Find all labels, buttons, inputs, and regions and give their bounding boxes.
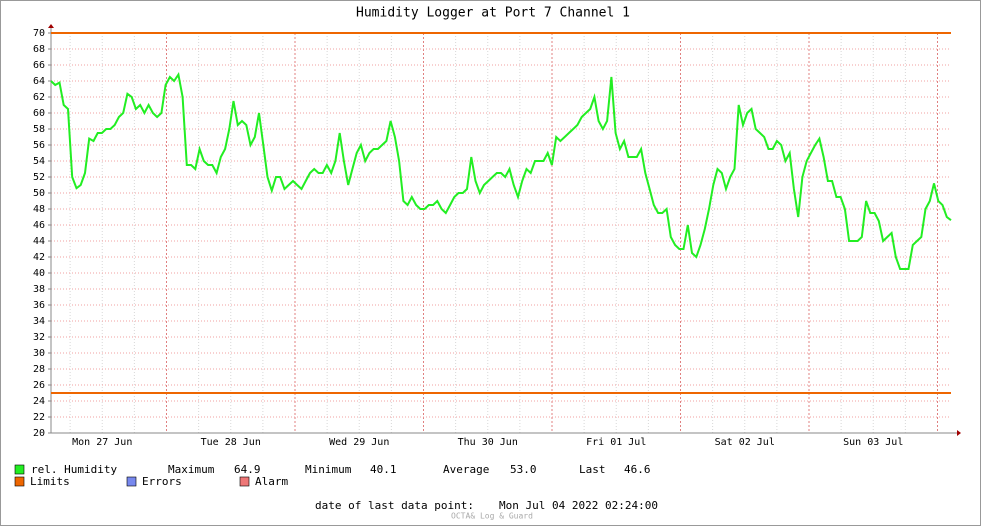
legend-swatch bbox=[14, 476, 25, 487]
stat-name: Maximum bbox=[168, 463, 215, 476]
footer-date: Mon Jul 04 2022 02:24:00 bbox=[499, 499, 658, 512]
x-tick-label: Tue 28 Jun bbox=[201, 437, 261, 448]
y-tick-label: 64 bbox=[33, 76, 45, 87]
legend-swatch bbox=[14, 464, 25, 475]
x-tick-label: Sat 02 Jul bbox=[715, 437, 775, 448]
y-tick-label: 68 bbox=[33, 44, 45, 55]
stat-value: 46.6 bbox=[624, 463, 651, 476]
y-tick-label: 24 bbox=[33, 396, 45, 407]
y-tick-label: 32 bbox=[33, 332, 45, 343]
y-tick-label: 62 bbox=[33, 92, 45, 103]
y-tick-label: 30 bbox=[33, 348, 45, 359]
stat-name: Average bbox=[443, 463, 489, 476]
legend-label: Limits bbox=[30, 475, 70, 488]
y-tick-label: 22 bbox=[33, 412, 45, 423]
x-tick-label: Sun 03 Jul bbox=[843, 437, 903, 448]
y-arrow bbox=[48, 24, 54, 28]
y-tick-label: 52 bbox=[33, 172, 45, 183]
chart-title: Humidity Logger at Port 7 Channel 1 bbox=[356, 6, 630, 21]
x-tick-label: Mon 27 Jun bbox=[72, 437, 132, 448]
y-tick-label: 20 bbox=[33, 428, 45, 439]
y-tick-label: 40 bbox=[33, 268, 45, 279]
y-tick-label: 56 bbox=[33, 140, 45, 151]
y-tick-label: 66 bbox=[33, 60, 45, 71]
x-tick-label: Thu 30 Jun bbox=[458, 437, 518, 448]
y-tick-label: 28 bbox=[33, 364, 45, 375]
stat-name: Minimum bbox=[305, 463, 352, 476]
y-tick-label: 26 bbox=[33, 380, 45, 391]
y-tick-label: 50 bbox=[33, 188, 45, 199]
y-tick-label: 58 bbox=[33, 124, 45, 135]
legend-label: Alarm bbox=[255, 475, 288, 488]
y-tick-label: 44 bbox=[33, 236, 45, 247]
legend-swatch bbox=[126, 476, 137, 487]
y-tick-label: 34 bbox=[33, 316, 45, 327]
y-tick-label: 60 bbox=[33, 108, 45, 119]
footer-label: date of last data point: bbox=[315, 499, 474, 512]
y-tick-label: 42 bbox=[33, 252, 45, 263]
legend-swatch bbox=[239, 476, 250, 487]
stat-value: 53.0 bbox=[510, 463, 537, 476]
y-tick-label: 54 bbox=[33, 156, 45, 167]
stat-value: 40.1 bbox=[370, 463, 397, 476]
y-tick-label: 46 bbox=[33, 220, 45, 231]
y-tick-label: 38 bbox=[33, 284, 45, 295]
x-tick-label: Fri 01 Jul bbox=[586, 437, 646, 448]
x-arrow bbox=[957, 430, 961, 436]
data-line bbox=[50, 72, 952, 270]
legend-label: Errors bbox=[142, 475, 182, 488]
y-tick-label: 36 bbox=[33, 300, 45, 311]
y-tick-label: 48 bbox=[33, 204, 45, 215]
stat-name: Last bbox=[579, 463, 606, 476]
y-tick-label: 70 bbox=[33, 28, 45, 39]
legend-label: rel. Humidity bbox=[31, 463, 117, 476]
credit: OCTA& Log & Guard bbox=[451, 512, 533, 521]
stat-value: 64.9 bbox=[234, 463, 261, 476]
x-tick-label: Wed 29 Jun bbox=[329, 437, 389, 448]
